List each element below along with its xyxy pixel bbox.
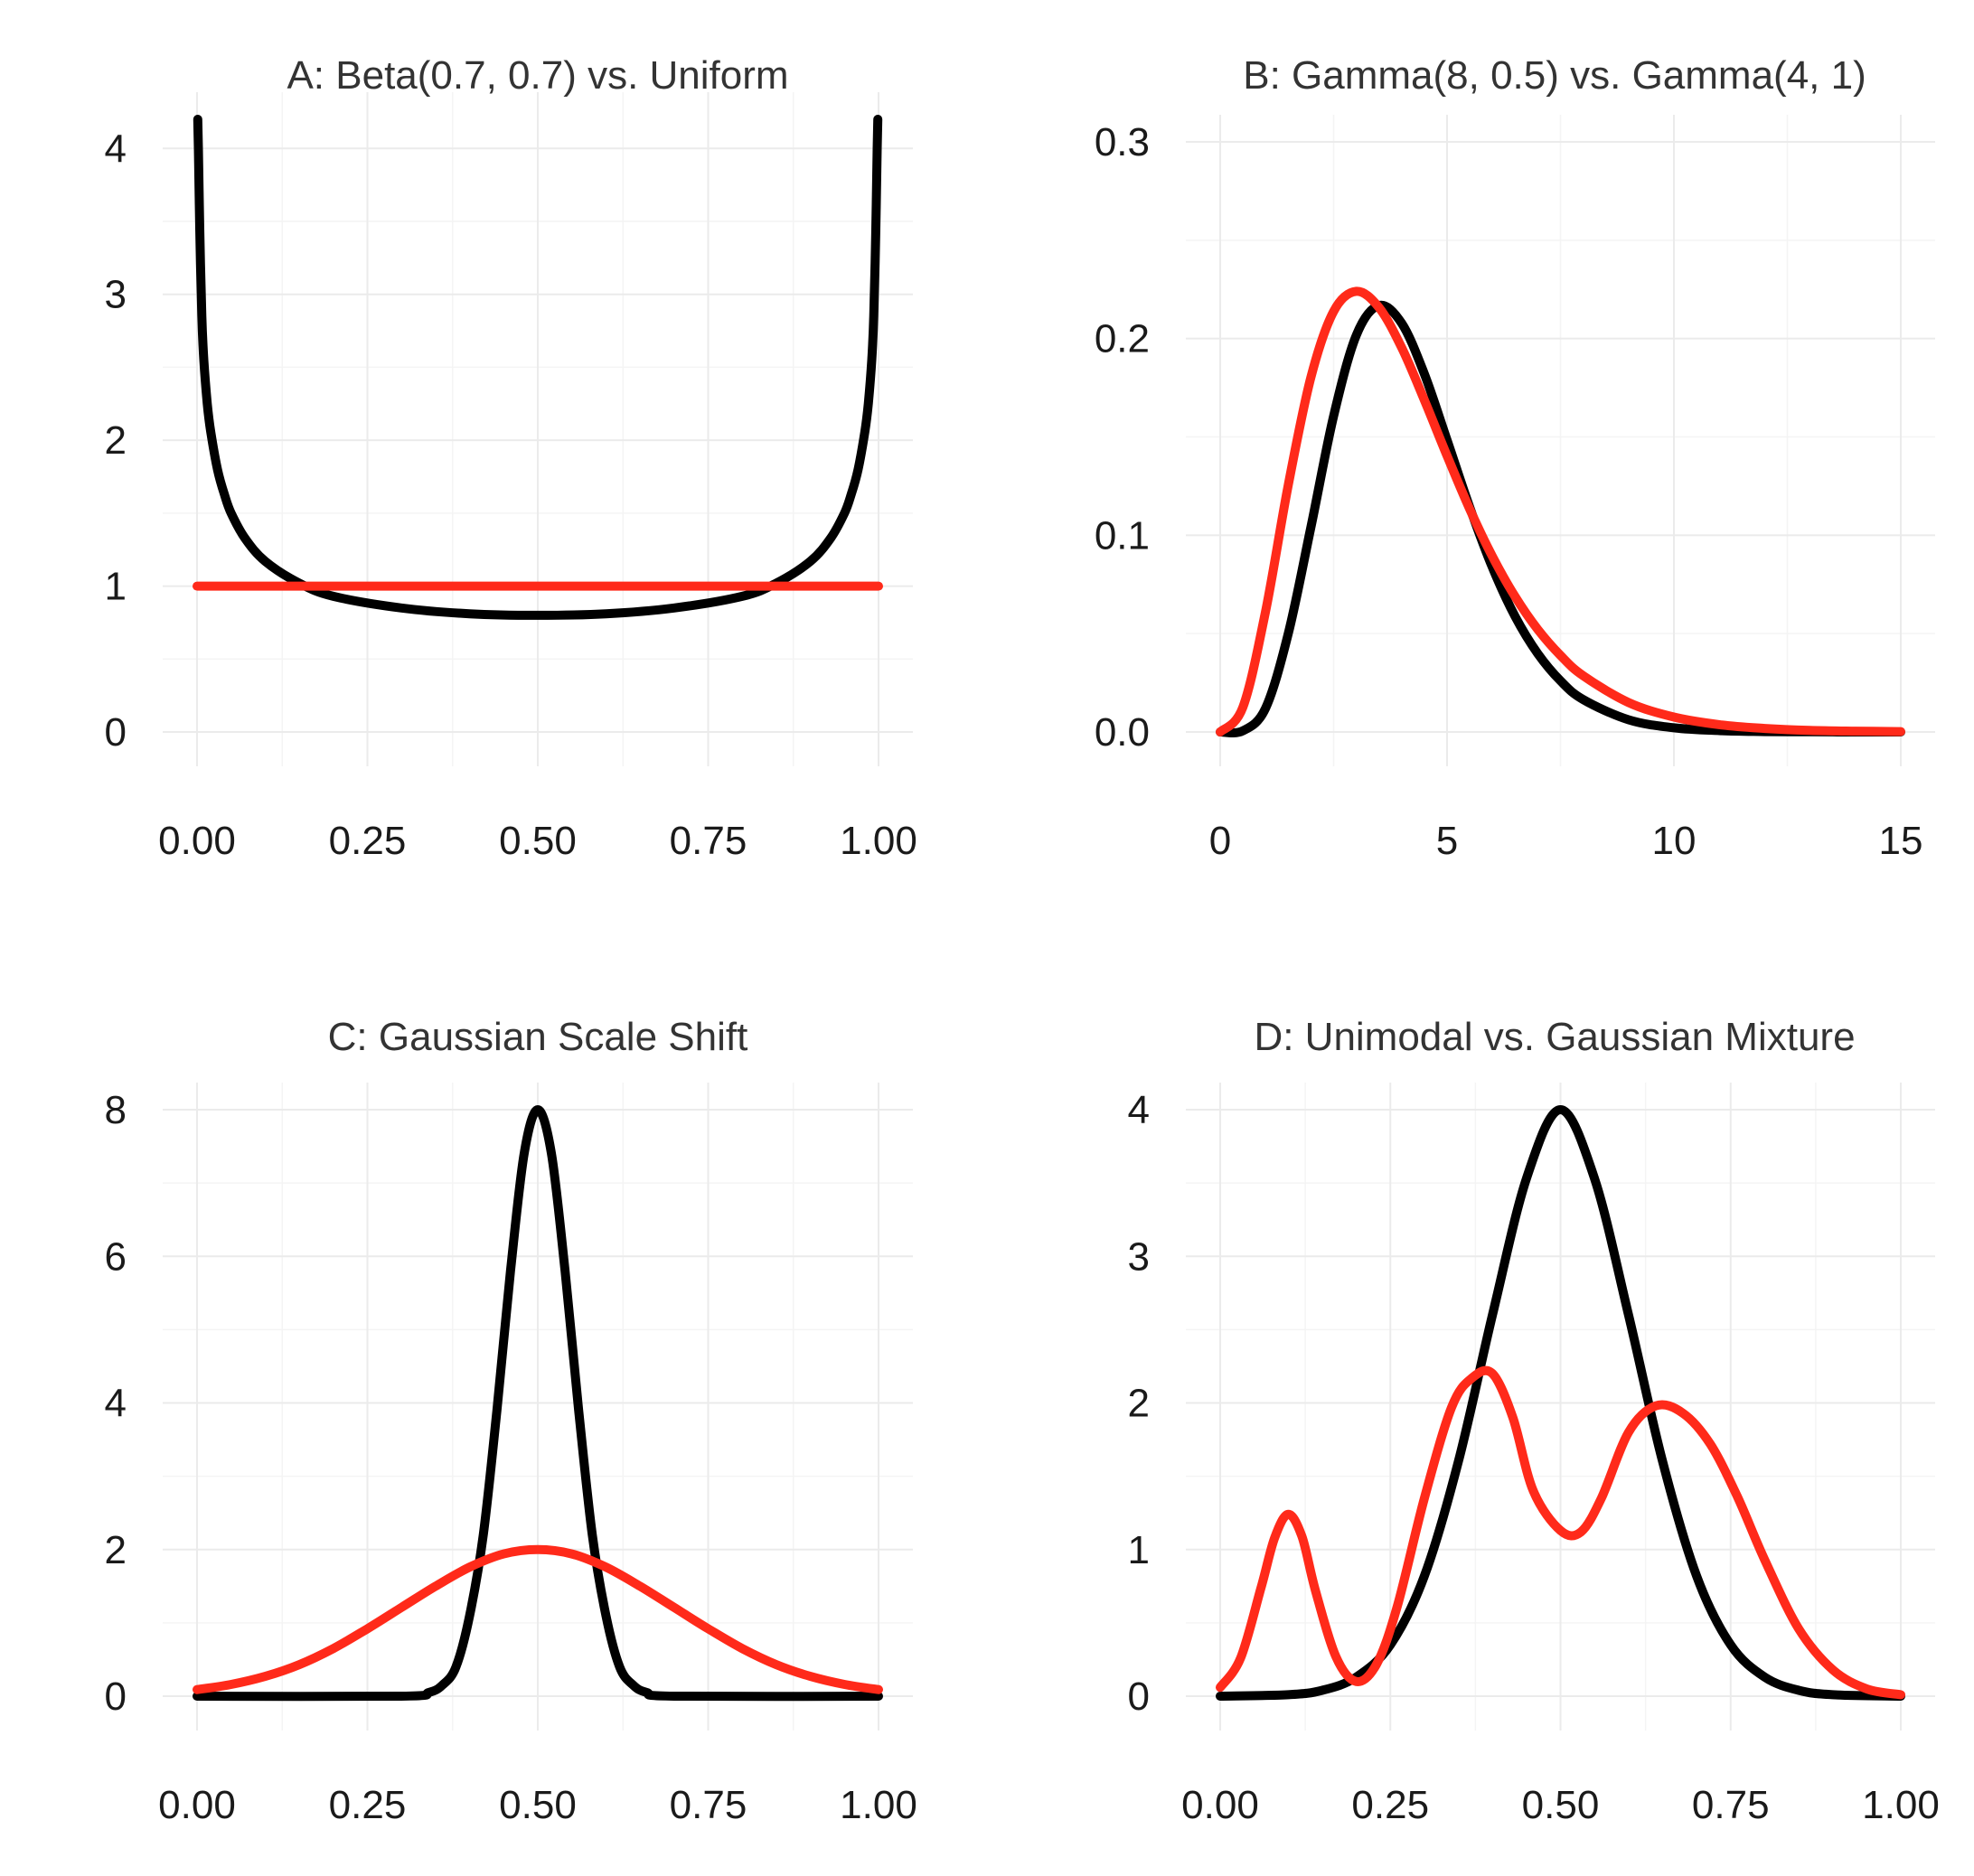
panel-d-y-tick-label: 3 bbox=[1128, 1234, 1150, 1279]
panel-a-y-tick-label: 1 bbox=[105, 565, 127, 609]
panel-c-title: C: Gaussian Scale Shift bbox=[328, 1015, 748, 1059]
panel-a-title: A: Beta(0.7, 0.7) vs. Uniform bbox=[287, 53, 788, 98]
panel-a: 0.00 0.25 0.50 0.75 1.00 0 1 2 3 4 A: Beta(0.7, 0… bbox=[105, 53, 917, 863]
panel-c: 0.00 0.25 0.50 0.75 1.00 0 2 4 6 8 C: Gaussian Sc… bbox=[105, 1015, 917, 1827]
panel-b-series-red-line bbox=[1216, 286, 1905, 736]
panel-d-x-tick-label: 0.00 bbox=[1181, 1783, 1259, 1827]
panel-a-curves bbox=[193, 115, 883, 620]
panel-a-x-tick-label: 0.75 bbox=[670, 819, 747, 863]
panel-a-y-tick-label: 3 bbox=[105, 273, 127, 317]
panel-b-y-tick-label: 0.2 bbox=[1095, 317, 1150, 361]
panel-b-ticks: 0 5 10 15 0.0 0.1 0.2 0.3 bbox=[1095, 120, 1923, 863]
panel-a-series-black-line bbox=[193, 115, 883, 620]
panel-a-ticks: 0.00 0.25 0.50 0.75 1.00 0 1 2 3 4 bbox=[105, 127, 917, 863]
panel-a-x-tick-label: 0.25 bbox=[329, 819, 407, 863]
panel-a-y-tick-label: 0 bbox=[105, 710, 127, 755]
panel-b-x-tick-label: 5 bbox=[1436, 819, 1458, 863]
panel-d-y-tick-label: 1 bbox=[1128, 1528, 1150, 1572]
panel-c-series-black-line bbox=[193, 1105, 883, 1702]
panel-a-x-tick-label: 1.00 bbox=[840, 819, 917, 863]
panel-c-series-red-line bbox=[193, 1544, 883, 1694]
panel-d-title: D: Unimodal vs. Gaussian Mixture bbox=[1254, 1015, 1855, 1059]
panel-a-y-tick-label: 2 bbox=[105, 418, 127, 463]
panel-c-x-tick-label: 0.00 bbox=[158, 1783, 236, 1827]
panel-c-curves bbox=[193, 1105, 883, 1702]
panel-d-y-tick-label: 2 bbox=[1128, 1382, 1150, 1426]
panel-b-y-tick-label: 0.0 bbox=[1095, 710, 1150, 755]
panel-c-y-tick-label: 0 bbox=[105, 1674, 127, 1719]
panel-b-x-tick-label: 10 bbox=[1652, 819, 1697, 863]
panel-c-y-tick-label: 8 bbox=[105, 1088, 127, 1132]
panel-c-y-tick-label: 2 bbox=[105, 1528, 127, 1572]
panel-b-title: B: Gamma(8, 0.5) vs. Gamma(4, 1) bbox=[1243, 53, 1866, 98]
panel-a-y-tick-label: 4 bbox=[105, 127, 127, 171]
panel-d-y-tick-label: 4 bbox=[1128, 1088, 1150, 1132]
panel-d-x-tick-label: 0.75 bbox=[1692, 1783, 1770, 1827]
panel-d-x-tick-label: 1.00 bbox=[1862, 1783, 1940, 1827]
panel-c-x-tick-label: 0.75 bbox=[670, 1783, 747, 1827]
panel-b-y-tick-label: 0.3 bbox=[1095, 120, 1150, 164]
panel-c-x-tick-label: 0.25 bbox=[329, 1783, 407, 1827]
panel-a-x-tick-label: 0.00 bbox=[158, 819, 236, 863]
panel-c-ticks: 0.00 0.25 0.50 0.75 1.00 0 2 4 6 8 bbox=[105, 1088, 917, 1827]
panel-d-x-tick-label: 0.50 bbox=[1522, 1783, 1600, 1827]
panel-c-y-tick-label: 6 bbox=[105, 1234, 127, 1279]
panel-d-y-tick-label: 0 bbox=[1128, 1674, 1150, 1719]
panel-b-curves bbox=[1216, 286, 1905, 737]
panel-d-series-red-line bbox=[1216, 1365, 1905, 1700]
panel-b: 0 5 10 15 0.0 0.1 0.2 0.3 B: Gamma(8, 0.5) vs. … bbox=[1095, 53, 1935, 863]
panel-a-x-tick-label: 0.50 bbox=[499, 819, 577, 863]
panel-c-x-tick-label: 0.50 bbox=[499, 1783, 577, 1827]
panel-d: 0.00 0.25 0.50 0.75 1.00 0 1 2 3 4 D: Unimodal vs… bbox=[1128, 1015, 1940, 1827]
panel-c-y-tick-label: 4 bbox=[105, 1382, 127, 1426]
panel-c-x-tick-label: 1.00 bbox=[840, 1783, 917, 1827]
panel-b-x-tick-label: 0 bbox=[1209, 819, 1231, 863]
panel-d-x-tick-label: 0.25 bbox=[1351, 1783, 1429, 1827]
panel-d-ticks: 0.00 0.25 0.50 0.75 1.00 0 1 2 3 4 bbox=[1128, 1088, 1940, 1827]
panel-b-x-tick-label: 15 bbox=[1879, 819, 1923, 863]
panel-a-gridlines bbox=[163, 92, 913, 766]
panel-d-curves bbox=[1216, 1105, 1905, 1701]
panel-b-y-tick-label: 0.1 bbox=[1095, 513, 1150, 558]
